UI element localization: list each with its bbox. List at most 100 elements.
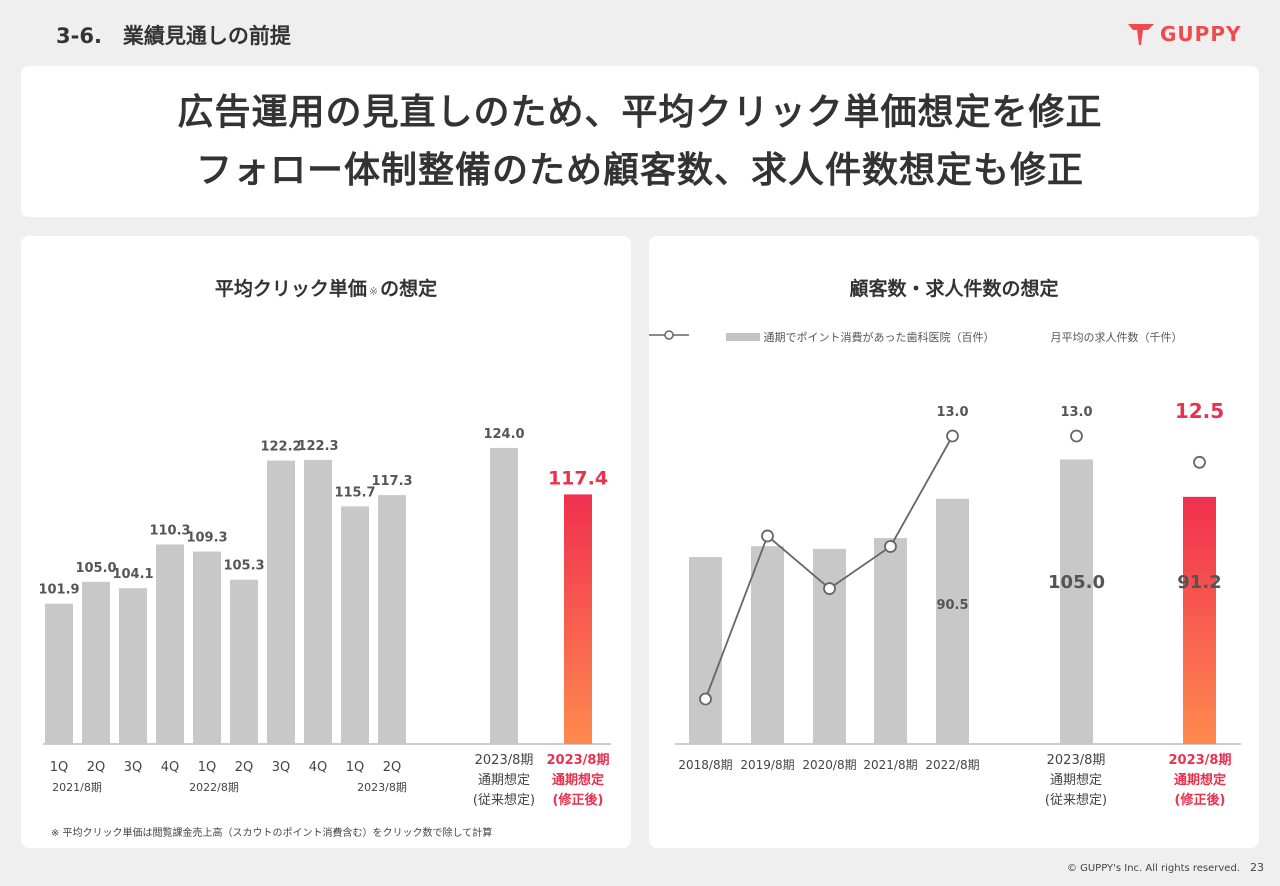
cpc-value-label: 117.4 <box>548 467 608 489</box>
customers-line-point <box>1070 429 1083 443</box>
customers-forecast-new-label: 通期想定 <box>1174 772 1226 788</box>
cpc-tick-label: 2Q <box>235 760 254 775</box>
cpc-forecast-new-label: 2023/8期 <box>547 753 610 768</box>
headline-line-2: フォロー体制整備のため顧客数、求人件数想定も修正 <box>195 149 1084 191</box>
logo-mark-icon <box>1128 24 1154 45</box>
customers-tick-label: 2020/8期 <box>802 758 856 772</box>
customers-line-point <box>823 582 836 595</box>
customers-line-point <box>761 529 774 543</box>
legend-line-label: 月平均の求人件数（千件） <box>1050 331 1183 344</box>
cpc-title-suffix: の想定 <box>380 278 438 300</box>
cpc-value-label: 122.3 <box>297 439 338 454</box>
cpc-bar <box>82 581 110 744</box>
cpc-value-label: 115.7 <box>334 485 375 500</box>
customers-line-label: 12.5 <box>1175 399 1224 423</box>
cpc-value-label: 117.3 <box>371 474 412 489</box>
customers-forecast-new-label: 2023/8期 <box>1169 753 1232 768</box>
cpc-tick-label: 1Q <box>198 760 217 775</box>
cpc-value-label: 109.3 <box>186 531 227 546</box>
cpc-forecast-new-label: 通期想定 <box>552 772 604 788</box>
customers-forecast-old-label: 2023/8期 <box>1047 753 1106 768</box>
headline-card: 広告運用の見直しのため、平均クリック単価想定を修正 フォロー体制整備のため顧客数… <box>21 66 1259 217</box>
customers-chart-legend: 通期でポイント消費があった歯科医院（百件） 月平均の求人件数（千件） <box>649 329 1259 345</box>
headline-line-1: 広告運用の見直しのため、平均クリック単価想定を修正 <box>177 91 1103 133</box>
cpc-forecast-old-label: 通期想定 <box>478 772 530 788</box>
legend-bar-swatch <box>725 333 760 341</box>
customers-chart-panel: 顧客数・求人件数の想定 通期でポイント消費があった歯科医院（百件） 月平均の求人… <box>649 236 1259 848</box>
cpc-value-label: 110.3 <box>149 523 190 538</box>
copyright-text: © GUPPY's Inc. All rights reserved. <box>1066 863 1240 874</box>
cpc-value-label: 124.0 <box>483 427 524 442</box>
cpc-forecast-new-label: (修正後) <box>553 792 604 808</box>
cpc-bar <box>119 588 147 744</box>
customers-bar <box>751 546 784 744</box>
customers-bar <box>689 557 722 744</box>
customers-bar-label: 105.0 <box>1048 572 1105 593</box>
cpc-bar <box>490 447 518 744</box>
cpc-chart-title: 平均クリック単価 ※ の想定 <box>21 274 631 301</box>
customers-line-point <box>699 692 712 706</box>
legend-bar-label: 通期でポイント消費があった歯科医院（百件） <box>763 331 995 344</box>
cpc-bar-chart: 101.9 1Q 105.0 2Q 104.1 3Q 110.3 4Q 109.3 1Q 105.3… <box>38 427 611 808</box>
cpc-chart-panel: 平均クリック単価 ※ の想定 101.9 1Q 105.0 2Q 104.1 3Q 110.3 4… <box>21 236 631 848</box>
cpc-value-label: 104.1 <box>112 567 153 582</box>
cpc-value-label: 122.2 <box>260 440 301 455</box>
logo-text: GUPPY <box>1160 22 1242 46</box>
customers-bar <box>936 498 969 744</box>
legend-bar-item: 通期でポイント消費があった歯科医院（百件） <box>725 329 995 345</box>
customers-line-point <box>946 429 959 443</box>
customers-bar <box>1060 459 1093 744</box>
cpc-bar <box>230 579 258 744</box>
copyright: © GUPPY's Inc. All rights reserved. 23 <box>1067 861 1264 874</box>
cpc-tick-label: 3Q <box>272 760 291 775</box>
customers-bar-label: 91.2 <box>1177 572 1221 593</box>
customers-line-label: 13.0 <box>1060 405 1092 420</box>
customers-bar <box>1183 496 1216 744</box>
cpc-bar <box>378 495 406 744</box>
cpc-period-label: 2021/8期 <box>52 781 102 794</box>
cpc-tick-label: 2Q <box>87 760 106 775</box>
cpc-value-label: 101.9 <box>38 583 79 598</box>
cpc-value-label: 105.3 <box>223 559 264 574</box>
cpc-tick-label: 3Q <box>124 760 143 775</box>
cpc-tick-label: 2Q <box>383 760 402 775</box>
customers-bar-label: 90.5 <box>936 598 968 613</box>
cpc-tick-label: 1Q <box>346 760 365 775</box>
page-number: 23 <box>1250 861 1264 874</box>
cpc-footnote: ※ 平均クリック単価は閲覧課金売上高（スカウトのポイント消費含む）をクリック数で… <box>51 828 493 839</box>
cpc-forecast-old-label: 2023/8期 <box>475 753 534 768</box>
section-title: 3-6. 業績見通しの前提 <box>56 24 291 48</box>
customers-forecast-old-label: (従来想定) <box>1045 792 1107 808</box>
cpc-title-note-mark: ※ <box>368 285 379 298</box>
cpc-tick-label: 4Q <box>161 760 180 775</box>
cpc-bar <box>341 506 369 744</box>
cpc-title-main: 平均クリック単価 <box>214 278 367 300</box>
customers-chart-title: 顧客数・求人件数の想定 <box>849 278 1059 300</box>
cpc-bar <box>193 551 221 744</box>
cpc-period-label: 2023/8期 <box>357 781 407 794</box>
customers-tick-label: 2021/8期 <box>863 758 917 772</box>
cpc-tick-label: 1Q <box>50 760 69 775</box>
cpc-bar <box>564 494 592 744</box>
customers-line-point <box>1193 455 1206 469</box>
customers-combo-chart: 2018/8期 2019/8期 2020/8期 2021/8期 90.5 2022/8期 1… <box>675 399 1241 808</box>
legend-line-swatch <box>649 330 689 340</box>
customers-line-label: 13.0 <box>936 405 968 420</box>
customers-tick-label: 2018/8期 <box>678 758 732 772</box>
customers-forecast-new-label: (修正後) <box>1175 792 1226 808</box>
cpc-bar <box>45 603 73 744</box>
cpc-tick-label: 4Q <box>309 760 328 775</box>
customers-line-point <box>884 540 897 553</box>
cpc-bar <box>304 459 332 744</box>
customers-tick-label: 2019/8期 <box>740 758 794 772</box>
brand-logo: GUPPY <box>1126 21 1241 47</box>
cpc-bar <box>156 544 184 744</box>
cpc-bar <box>267 460 295 744</box>
customers-tick-label: 2022/8期 <box>925 758 979 772</box>
customers-forecast-old-label: 通期想定 <box>1050 772 1102 788</box>
customers-bar <box>874 538 907 744</box>
legend-line-item: 月平均の求人件数（千件） <box>649 329 1183 345</box>
cpc-period-label: 2022/8期 <box>189 781 239 794</box>
cpc-forecast-old-label: (従来想定) <box>473 792 535 808</box>
cpc-value-label: 105.0 <box>75 561 116 576</box>
